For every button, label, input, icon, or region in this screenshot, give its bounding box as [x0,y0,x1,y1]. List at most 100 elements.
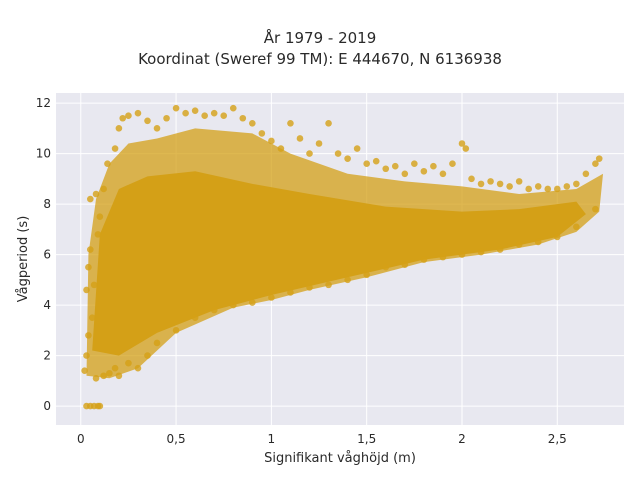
chart-title: År 1979 - 2019 [263,29,377,47]
data-point [163,114,170,122]
data-point [111,145,119,152]
data-point [172,327,180,334]
data-point [115,372,123,380]
data-point [544,185,552,193]
data-point [182,109,189,117]
data-point [515,178,523,185]
data-point [239,114,247,122]
y-axis-label: Vågperiod (s) [16,216,31,303]
data-point [85,263,92,271]
data-point [125,112,132,120]
data-point [249,119,256,127]
data-point [334,150,342,157]
data-point [315,140,323,147]
data-point [592,205,599,213]
data-point [249,299,256,306]
y-tick-label: 12 [36,96,51,110]
data-point [534,183,542,190]
data-point [525,185,532,193]
x-tick-label: 2,5 [548,432,567,446]
data-point [573,180,580,188]
data-point [306,150,313,157]
data-point [144,352,151,359]
data-point [477,180,485,188]
data-point [104,160,111,167]
data-point [83,286,90,294]
data-point [296,135,304,142]
data-point [468,175,475,183]
x-axis-ticks: 0 0,5 1 1,5 2 2,5 [77,432,567,446]
data-point [100,185,107,193]
data-point [258,130,266,137]
data-point [391,162,399,170]
data-point [90,281,98,289]
data-point [125,359,132,367]
data-point [344,155,351,162]
data-point [210,306,218,314]
data-point [100,372,107,380]
data-point [306,284,313,291]
chart-subtitle: Koordinat (Sweref 99 TM): E 444670, N 61… [138,50,502,68]
data-point [119,114,127,122]
y-tick-label: 6 [43,248,51,262]
data-point [144,117,151,125]
data-point [401,170,409,178]
data-point [477,248,485,256]
data-point [439,253,447,261]
data-point [87,195,94,203]
data-point [458,251,466,258]
y-axis-ticks: 0 2 4 6 8 10 12 [36,96,51,413]
data-point [420,167,428,175]
data-point [287,119,294,127]
data-point [172,104,180,112]
data-point [553,233,561,241]
data-point [134,364,142,372]
data-point [496,180,504,188]
data-point [96,213,104,221]
data-point [534,238,542,246]
data-point [344,276,351,284]
data-point [487,178,494,185]
data-point [458,140,466,147]
data-point [506,183,513,190]
y-tick-label: 10 [36,147,51,161]
x-axis-label: Signifikant våghöjd (m) [264,451,416,466]
data-point [325,119,332,127]
data-point [229,301,237,309]
y-tick-label: 8 [43,197,51,211]
data-point [287,289,294,296]
data-point [496,246,504,253]
x-tick-label: 2 [458,432,466,446]
data-point [268,294,275,301]
data-point [325,281,332,289]
data-point [420,256,428,263]
x-tick-label: 0 [77,432,85,446]
data-point [220,112,228,120]
data-point [401,261,409,268]
y-tick-label: 4 [43,298,51,312]
data-point [92,374,100,382]
data-point [134,109,142,117]
data-point [210,109,218,117]
data-point [115,125,123,132]
data-point [363,160,370,167]
y-tick-label: 0 [43,399,51,413]
data-point [191,107,199,114]
data-point [382,263,390,271]
data-point [363,271,370,279]
data-point [573,223,580,231]
y-tick-label: 2 [43,349,51,363]
data-point [430,162,437,170]
x-tick-label: 1,5 [357,432,376,446]
data-point [462,145,470,152]
data-point [449,160,456,167]
data-point [382,165,390,173]
data-point [85,332,92,339]
data-point [411,160,418,167]
data-point [201,112,208,120]
data-points [81,104,603,410]
data-point [92,190,100,198]
data-point [353,145,361,152]
data-point [592,160,599,167]
